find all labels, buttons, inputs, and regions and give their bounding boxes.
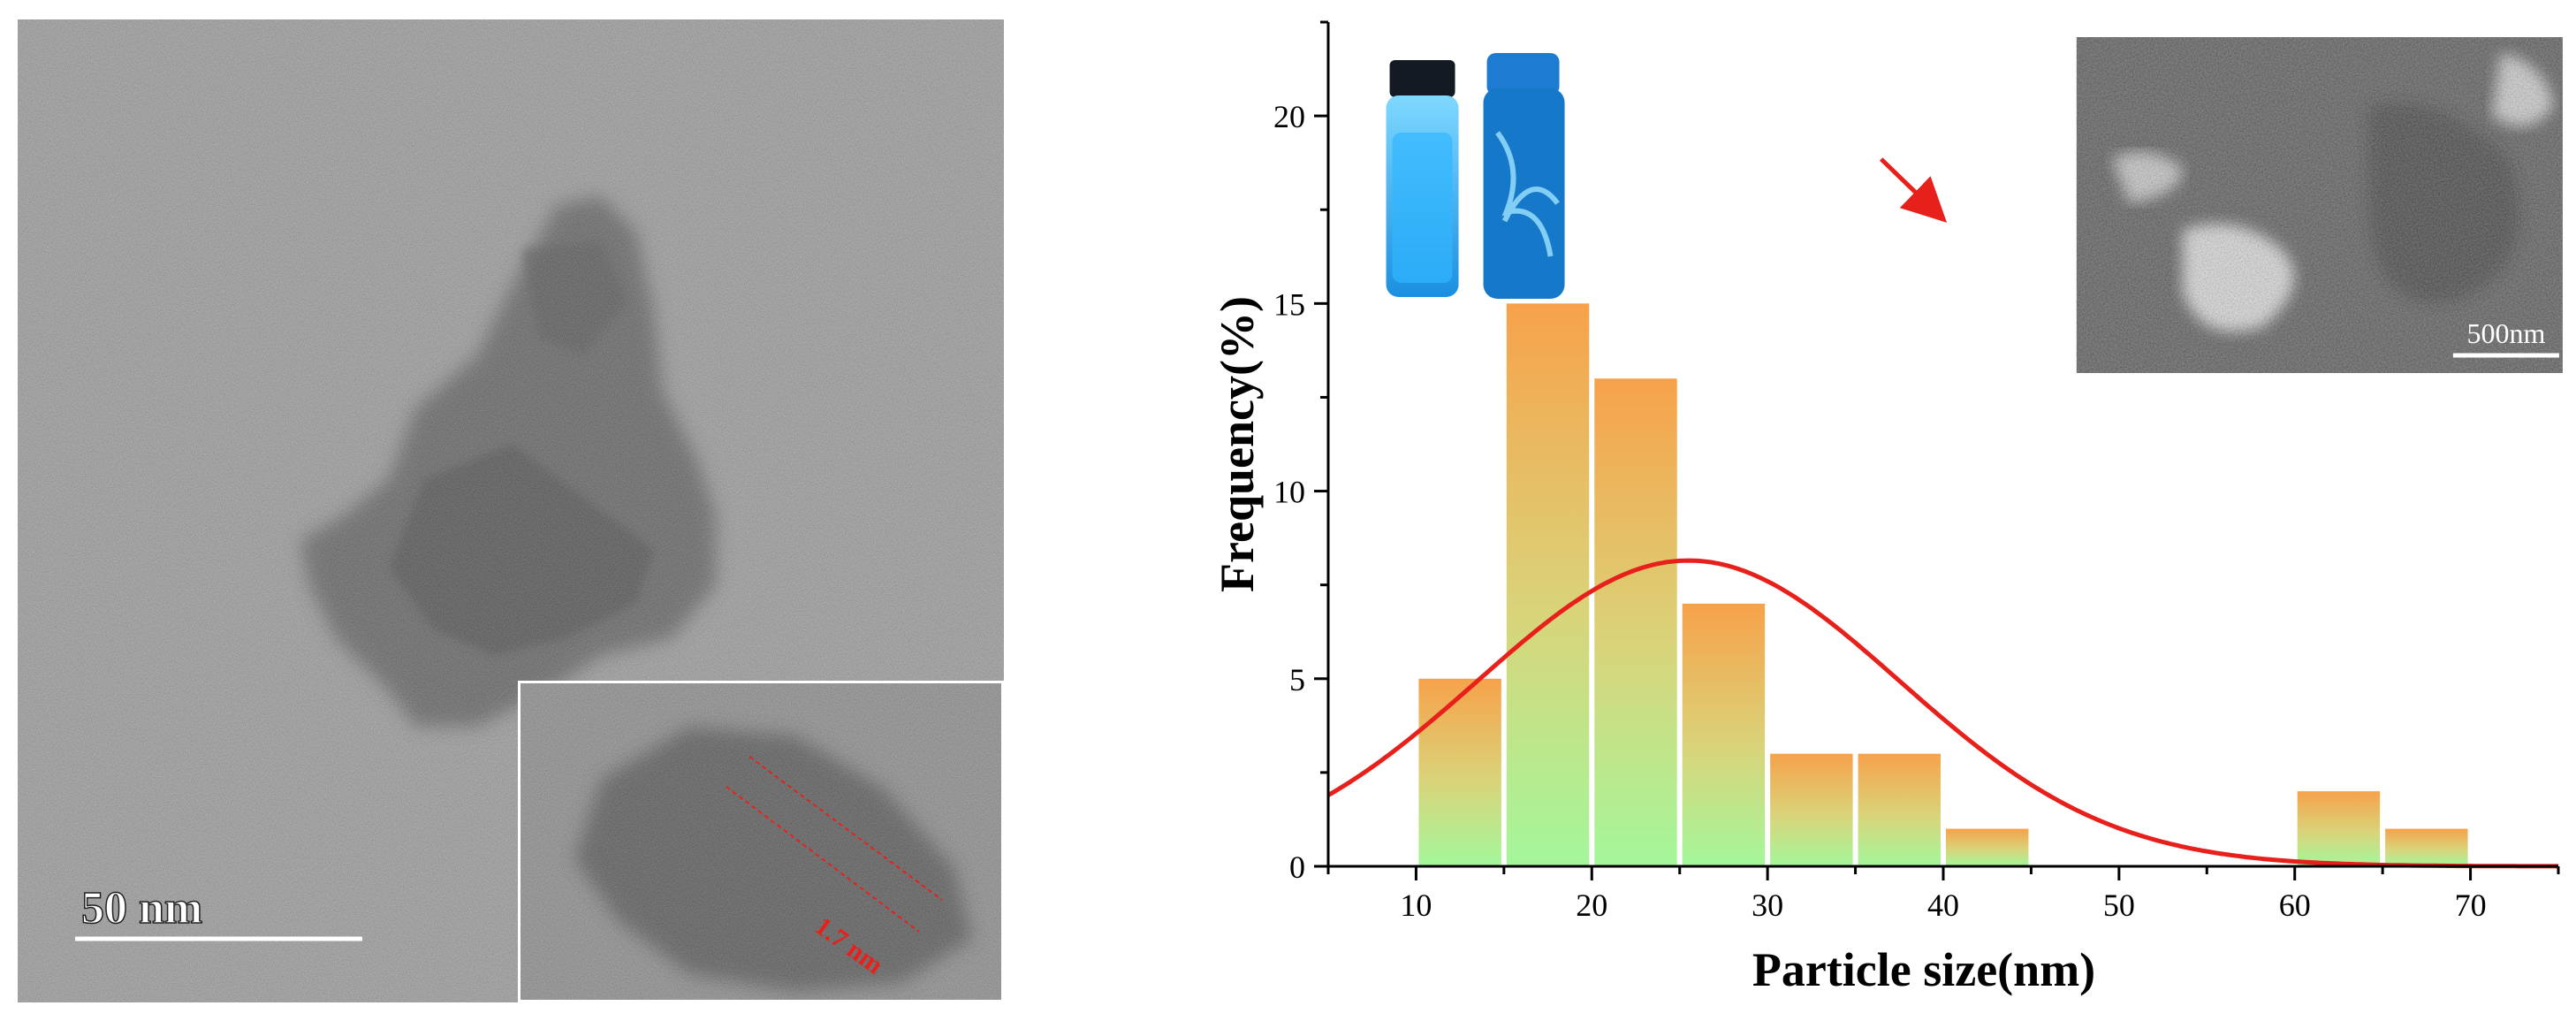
- histogram-bar-30-35: [1770, 753, 1853, 866]
- particle-size-histogram: 10 20 30 40 50 60 70 0 5 10 15 20 Particle size(nm…: [1211, 20, 2563, 996]
- sem-scale-bar-label: 500nm: [2466, 317, 2545, 349]
- scale-bar: 50 nm: [75, 882, 362, 941]
- x-tick-label: 40: [1927, 888, 1959, 923]
- x-tick-label: 30: [1752, 888, 1783, 923]
- x-tick-label: 50: [2103, 888, 2135, 923]
- y-tick-label: 5: [1289, 662, 1305, 697]
- scale-bar-label: 50 nm: [81, 883, 202, 933]
- inset-border: [518, 681, 1004, 1002]
- y-tick-label: 0: [1289, 850, 1305, 885]
- histogram-bar-60-65: [2297, 791, 2381, 866]
- tem-micrograph: 1.7 nm 50 nm: [18, 19, 1004, 1002]
- vial-solution: [1386, 60, 1459, 297]
- x-tick-label: 20: [1576, 888, 1607, 923]
- hrtem-inset: 1.7 nm: [518, 681, 1004, 1002]
- histogram-bars: [1418, 303, 2468, 866]
- pointer-arrow: [1879, 157, 1948, 223]
- histogram-bar-25-30: [1682, 603, 1766, 866]
- y-tick-label: 10: [1273, 475, 1305, 510]
- histogram-bar-40-45: [1946, 828, 2029, 866]
- y-tick-label: 15: [1273, 286, 1305, 322]
- y-tick-label: 20: [1273, 99, 1305, 134]
- gaussian-fit-curve: [1326, 558, 2558, 869]
- x-tick-label: 60: [2279, 888, 2311, 923]
- lattice-fringe-lines: [726, 756, 943, 933]
- vial-solid-film: [1483, 53, 1565, 299]
- histogram-bar-15-20: [1506, 303, 1590, 866]
- y-axis-ticks: 0 5 10 15 20: [1273, 20, 1328, 885]
- histogram-bar-10-15: [1418, 678, 1501, 866]
- fluorescent-vials-photo: [1386, 53, 1565, 299]
- x-axis-ticks: 10 20 30 40 50 60 70: [1326, 866, 2560, 923]
- x-tick-label: 70: [2455, 888, 2487, 923]
- histogram-bar-35-40: [1858, 753, 1941, 866]
- histogram-bar-65-70: [2385, 828, 2468, 866]
- x-tick-label: 10: [1400, 888, 1432, 923]
- y-axis-label: Frequency(%): [1211, 296, 1264, 592]
- sem-inset: 500nm: [2076, 37, 2563, 373]
- x-axis-label: Particle size(nm): [1752, 943, 2095, 996]
- histogram-bar-20-25: [1594, 378, 1677, 866]
